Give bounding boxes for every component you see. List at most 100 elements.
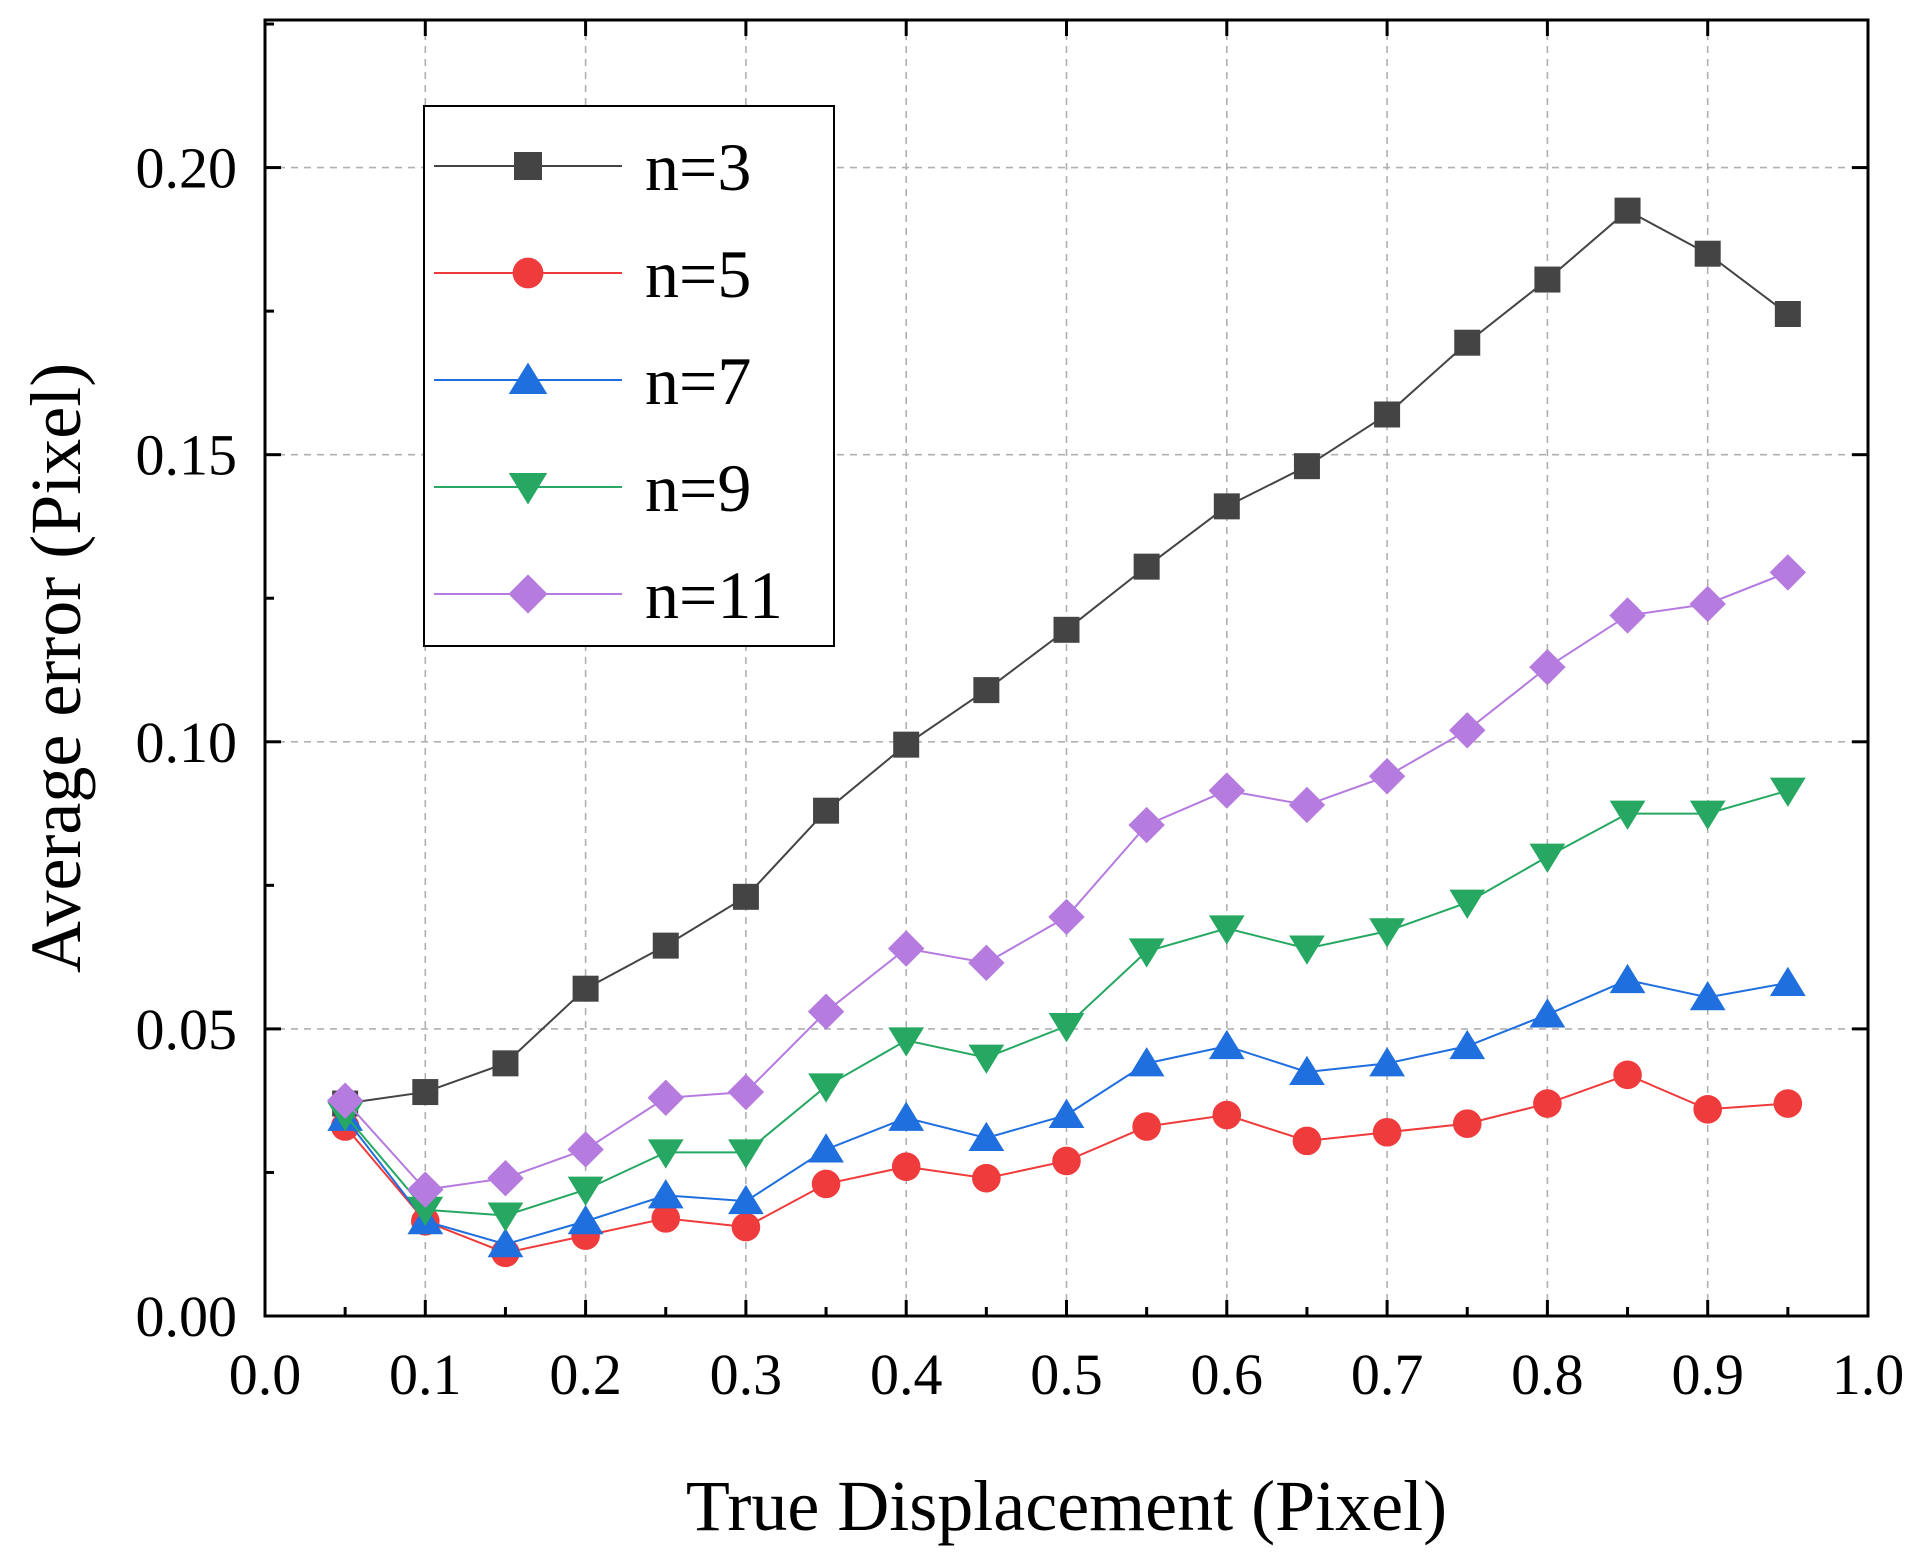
data-point	[1614, 197, 1641, 224]
data-point	[1128, 1047, 1165, 1077]
data-point	[1208, 772, 1245, 809]
legend-item: n=5	[434, 236, 751, 312]
y-tick-label: 0.10	[136, 710, 238, 775]
x-tick-label: 0.9	[1671, 1342, 1744, 1407]
data-point	[1369, 1047, 1405, 1077]
y-tick-label: 0.00	[136, 1284, 238, 1349]
data-point	[732, 883, 759, 910]
data-point	[972, 1163, 1001, 1193]
data-point	[888, 1027, 925, 1057]
x-tick-label: 0.8	[1511, 1342, 1584, 1407]
data-point	[1374, 401, 1401, 428]
data-point	[1609, 963, 1646, 994]
data-point	[1288, 786, 1326, 824]
data-point	[412, 1079, 439, 1106]
data-point	[1128, 938, 1165, 968]
data-point	[326, 1082, 364, 1119]
data-point	[973, 677, 1000, 704]
data-point	[1689, 585, 1726, 623]
data-point	[1368, 758, 1406, 795]
data-point	[1132, 1112, 1161, 1141]
data-point	[1372, 1117, 1402, 1147]
data-point	[1289, 1055, 1325, 1085]
legend-marker	[508, 574, 548, 614]
legend-label: n=3	[645, 129, 751, 205]
data-point	[1212, 1100, 1242, 1130]
data-point	[893, 731, 920, 758]
x-tick-label: 1.0	[1832, 1342, 1905, 1407]
data-point	[487, 1227, 524, 1258]
data-point	[1292, 1126, 1322, 1156]
legend-marker	[508, 362, 548, 394]
y-tick-label: 0.05	[136, 997, 238, 1062]
data-point	[567, 1205, 604, 1235]
legend-box	[423, 105, 835, 647]
data-point	[968, 944, 1005, 982]
data-point	[1449, 712, 1486, 749]
x-tick-label: 0.3	[710, 1342, 783, 1407]
data-point	[891, 1152, 921, 1182]
data-point	[1529, 648, 1566, 686]
x-axis-title: True Displacement (Pixel)	[686, 1466, 1447, 1546]
data-point	[652, 932, 679, 959]
data-point	[1769, 777, 1806, 807]
data-point	[1609, 800, 1646, 830]
x-tick-label: 0.6	[1191, 1342, 1264, 1407]
data-point	[813, 797, 840, 824]
y-tick-label: 0.15	[136, 423, 238, 488]
data-point	[1694, 240, 1721, 267]
x-tick-labels: 0.0 0.1 0.2 0.3 0.4 0.5 0.6 0.7 0.8 0.9 1.0	[229, 1342, 1905, 1407]
data-point	[1048, 1098, 1085, 1129]
x-tick-label: 0.5	[1030, 1342, 1103, 1407]
data-point	[1289, 935, 1325, 965]
data-point	[811, 1169, 841, 1199]
series-n=11	[326, 554, 1807, 1208]
data-point	[572, 975, 599, 1002]
data-point	[1773, 1089, 1803, 1118]
data-point	[1208, 1029, 1245, 1060]
data-point	[487, 1159, 524, 1197]
data-point	[1048, 1013, 1085, 1043]
data-point	[567, 1131, 604, 1168]
data-point	[807, 993, 845, 1030]
data-point	[1128, 806, 1165, 844]
data-point	[1369, 918, 1405, 948]
data-point	[492, 1050, 519, 1077]
legend: n=3 n=5 n=7 n=9 n=11	[423, 105, 835, 647]
data-point	[1133, 553, 1160, 580]
data-point	[1689, 800, 1726, 830]
data-point	[1053, 616, 1080, 643]
data-point	[731, 1212, 761, 1242]
data-point	[407, 1171, 444, 1208]
x-tick-label: 0.0	[229, 1342, 302, 1407]
series-n=9	[327, 777, 1806, 1232]
x-tick-label: 0.1	[389, 1342, 462, 1407]
series-layer	[326, 197, 1807, 1268]
data-point	[888, 1101, 925, 1131]
data-point	[1452, 1109, 1482, 1138]
legend-label: n=9	[645, 450, 751, 526]
data-point	[1208, 915, 1245, 945]
legend-marker	[514, 152, 542, 180]
data-point	[1213, 493, 1240, 520]
data-point	[728, 1139, 764, 1169]
y-axis-title: Average error (Pixel)	[16, 363, 96, 973]
data-point	[647, 1079, 684, 1116]
legend-item: n=11	[434, 557, 783, 633]
data-point	[1609, 597, 1646, 634]
data-point	[1769, 966, 1806, 996]
x-tick-label: 0.4	[870, 1342, 943, 1407]
legend-item: n=9	[434, 450, 751, 526]
legend-item: n=7	[434, 343, 751, 419]
data-point	[808, 1133, 844, 1163]
data-point	[487, 1202, 524, 1232]
data-point	[1534, 266, 1561, 293]
data-point	[968, 1121, 1005, 1151]
series-n=5	[330, 1060, 1803, 1268]
data-point	[647, 1139, 684, 1169]
data-point	[728, 1184, 764, 1215]
data-point	[1048, 898, 1085, 936]
data-point	[1533, 1089, 1562, 1118]
data-point	[1293, 453, 1320, 480]
